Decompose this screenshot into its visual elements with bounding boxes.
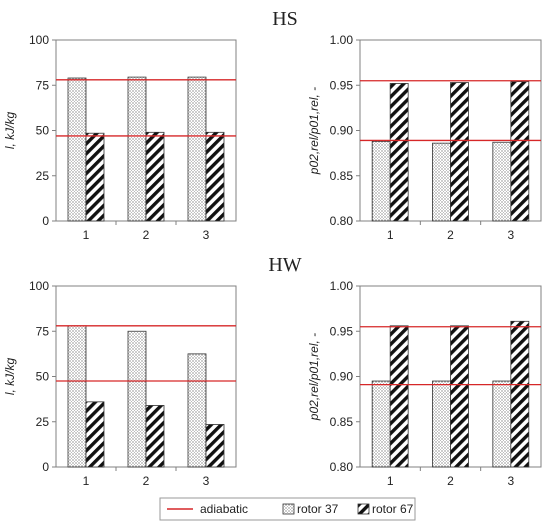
bar-rotor-67 [205,131,225,222]
y-tick-label: 0 [42,460,49,474]
y-tick-label: 100 [29,279,49,293]
bar-rotor-37 [187,76,207,222]
bar-rotor-67 [450,325,469,468]
y-tick-label: 0.80 [330,460,354,474]
bar-rotor-67 [85,401,105,468]
x-tick-label: 3 [507,474,514,488]
x-tick-label: 3 [203,228,210,242]
chart-panels: 0 25 50 75 100 l, kJ/kg 1 2 3 0.80 0.85 0.90 0.95 1.0… [3,33,542,488]
bar-rotor-67 [145,405,165,468]
y-tick-label: 0.90 [330,370,354,384]
bar-rotor-37 [492,141,512,222]
x-tick-label: 2 [447,474,454,488]
y-axis-label: p02,rel/p01,rel, - [307,87,321,175]
y-tick-label: 25 [36,415,50,429]
chart-panel-3: 0 25 50 75 100 l, kJ/kg 1 2 3 [3,279,237,488]
legend: adiabatic rotor 37 rotor 67 [159,497,416,521]
y-tick-label: 1.00 [330,279,354,293]
bar-rotor-67 [510,81,530,222]
y-tick-label: 0.90 [330,124,354,138]
chart-panel-1: 0 25 50 75 100 l, kJ/kg 1 2 3 [3,33,237,242]
y-tick-label: 0.95 [330,78,354,92]
bar-rotor-67 [145,131,165,222]
bar-rotor-37 [67,325,87,468]
y-tick-label: 1.00 [330,33,354,47]
chart-panel-4: 0.80 0.85 0.90 0.95 1.00 p02,rel/p01,rel, - 1 2… [307,279,542,488]
bar-rotor-37 [432,380,451,468]
legend-label: adiabatic [200,502,248,516]
y-tick-label: 25 [36,169,50,183]
legend-swatch-rotor-67 [357,503,370,515]
legend-label: rotor 67 [372,502,414,516]
bar-rotor-67 [510,320,530,468]
y-axis-label: l, kJ/kg [3,358,17,396]
x-tick-label: 1 [83,474,90,488]
bar-rotor-37 [371,380,391,468]
bar-rotor-67 [205,424,225,468]
x-tick-label: 2 [143,228,150,242]
bar-rotor-67 [85,132,105,222]
y-tick-label: 75 [36,78,50,92]
x-tick-label: 1 [83,228,90,242]
y-tick-label: 0.85 [330,415,354,429]
legend-label: rotor 37 [297,502,339,516]
bar-rotor-37 [371,140,391,222]
x-tick-label: 1 [387,228,394,242]
bar-rotor-37 [187,353,207,468]
y-tick-label: 0.85 [330,169,354,183]
y-tick-label: 50 [36,124,50,138]
y-axis-label: l, kJ/kg [3,112,17,150]
bar-rotor-37 [67,77,87,222]
x-tick-label: 3 [203,474,210,488]
section-title-hw: HW [268,254,301,276]
y-tick-label: 75 [36,324,50,338]
chart-panel-2: 0.80 0.85 0.90 0.95 1.00 p02,rel/p01,rel, - 1 2… [307,33,542,242]
y-axis-label: p02,rel/p01,rel, - [307,333,321,421]
x-tick-label: 1 [387,474,394,488]
x-tick-label: 2 [447,228,454,242]
y-tick-label: 0.80 [330,214,354,228]
bar-rotor-37 [127,76,147,222]
bar-rotor-67 [389,325,409,468]
bar-rotor-67 [450,82,469,222]
bar-rotor-37 [432,142,451,222]
y-tick-label: 0.95 [330,324,354,338]
bar-rotor-67 [389,83,409,222]
section-title-hs: HS [272,8,298,30]
x-tick-label: 3 [507,228,514,242]
bar-rotor-37 [492,380,512,468]
y-tick-label: 100 [29,33,49,47]
bar-rotor-37 [127,330,147,468]
y-tick-label: 50 [36,370,50,384]
y-tick-label: 0 [42,214,49,228]
x-tick-label: 2 [143,474,150,488]
legend-swatch-rotor-37 [282,503,295,515]
